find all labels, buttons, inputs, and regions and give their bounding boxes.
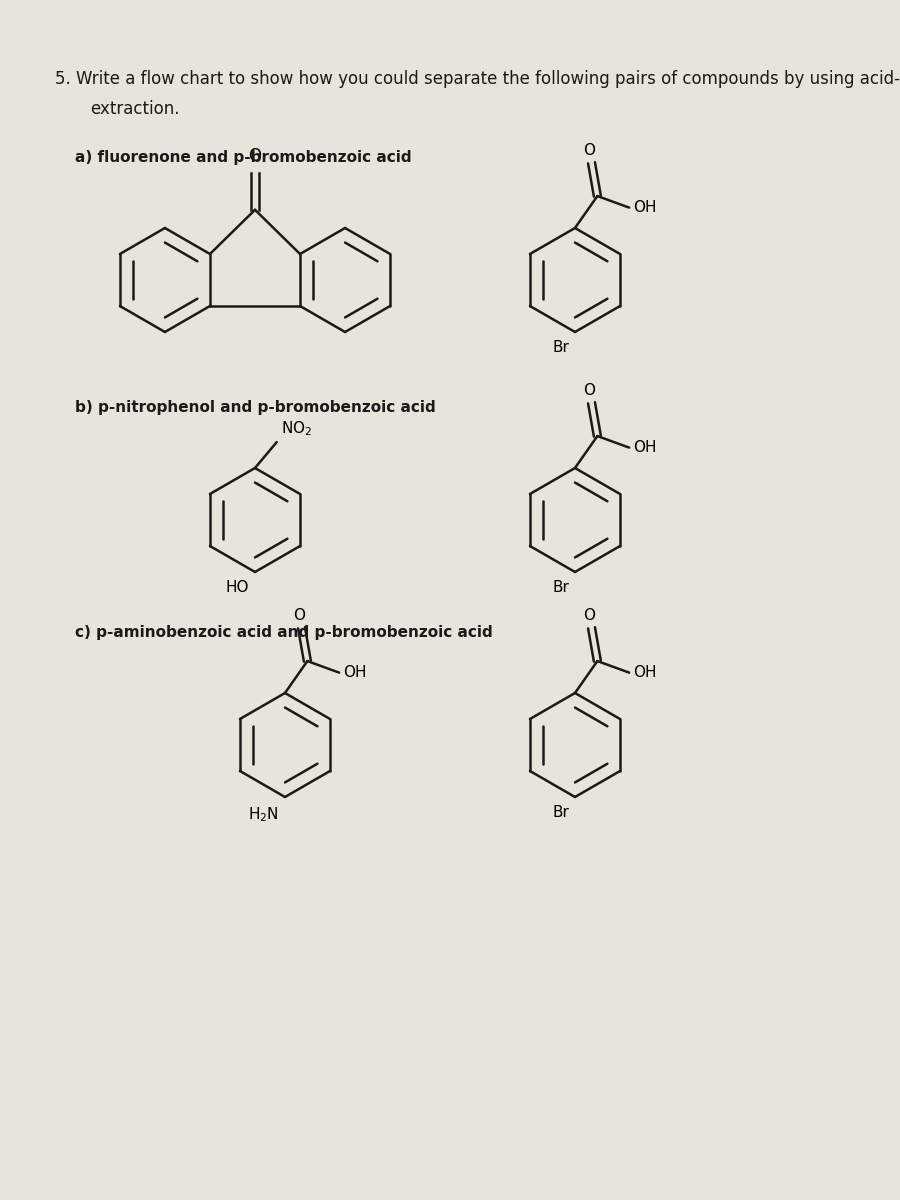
- Text: Br: Br: [552, 805, 569, 820]
- Text: NO$_2$: NO$_2$: [281, 420, 312, 438]
- Text: extraction.: extraction.: [90, 100, 179, 118]
- Text: OH: OH: [633, 200, 657, 215]
- Text: b) p-nitrophenol and p-bromobenzoic acid: b) p-nitrophenol and p-bromobenzoic acid: [75, 400, 436, 415]
- Text: H$_2$N: H$_2$N: [248, 805, 279, 823]
- Text: O: O: [293, 607, 305, 623]
- Text: OH: OH: [343, 665, 366, 680]
- Text: a) fluorenone and p-bromobenzoic acid: a) fluorenone and p-bromobenzoic acid: [75, 150, 411, 164]
- Text: O: O: [583, 383, 596, 397]
- Text: O: O: [583, 143, 596, 157]
- Text: O: O: [583, 607, 596, 623]
- Text: O: O: [248, 148, 262, 166]
- Text: HO: HO: [226, 580, 249, 595]
- Text: OH: OH: [633, 665, 657, 680]
- Text: OH: OH: [633, 440, 657, 455]
- Text: Br: Br: [552, 580, 569, 595]
- Text: Br: Br: [552, 340, 569, 355]
- Text: 5. Write a flow chart to show how you could separate the following pairs of comp: 5. Write a flow chart to show how you co…: [55, 70, 900, 88]
- Text: c) p-aminobenzoic acid and p-bromobenzoic acid: c) p-aminobenzoic acid and p-bromobenzoi…: [75, 625, 493, 640]
